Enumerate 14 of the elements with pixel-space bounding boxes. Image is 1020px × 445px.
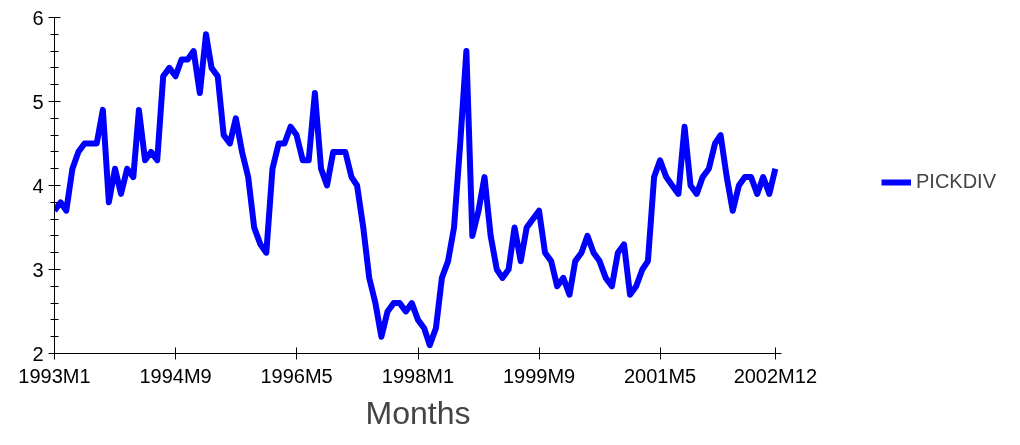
y-tick-label: 5 bbox=[32, 90, 44, 113]
x-tick-label: 1996M5 bbox=[260, 364, 333, 387]
x-tick-label: 1998M1 bbox=[381, 364, 455, 387]
y-tick-label: 4 bbox=[32, 174, 44, 197]
y-tick-label: 2 bbox=[32, 342, 44, 365]
x-tick-label: 1993M1 bbox=[18, 364, 91, 387]
x-tick-label: 1994M9 bbox=[139, 364, 212, 387]
y-tick-label: 3 bbox=[32, 258, 44, 281]
x-tick-label: 2001M5 bbox=[623, 364, 697, 387]
y-tick-label: 6 bbox=[32, 6, 44, 29]
legend-label: PICKDIV bbox=[916, 170, 997, 193]
x-tick-label: 2002M12 bbox=[733, 364, 818, 387]
x-tick-label: 1999M9 bbox=[502, 364, 576, 387]
x-axis-title: Months bbox=[365, 394, 471, 431]
